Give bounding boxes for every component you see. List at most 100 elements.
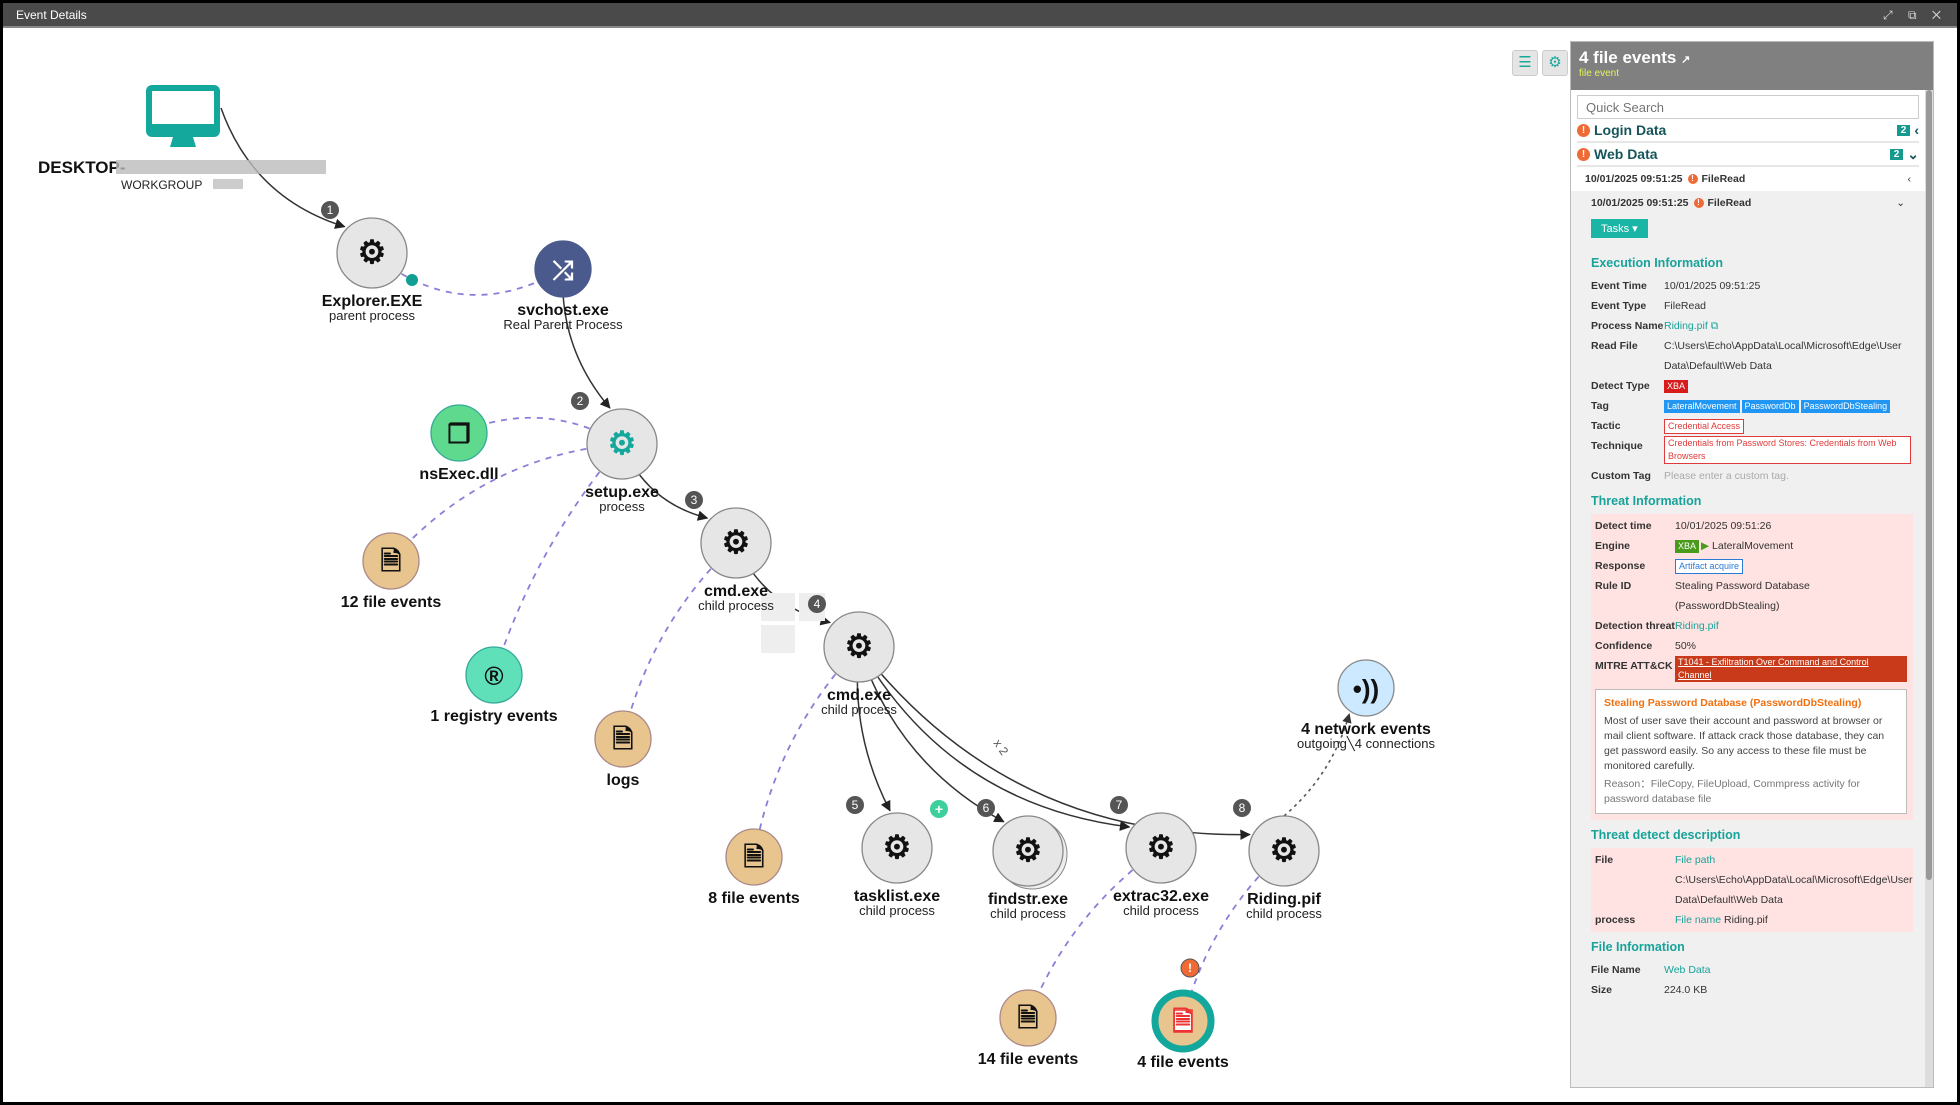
confidence-value: 50%	[1675, 640, 1697, 652]
file-info-heading: File Information	[1591, 940, 1685, 954]
node-file8[interactable]	[725, 828, 783, 886]
node-explorer[interactable]	[336, 217, 408, 289]
step-badge	[321, 201, 339, 219]
node-label: 14 file events	[978, 1051, 1079, 1068]
chevron-down-icon[interactable]: ⌄	[1896, 197, 1905, 209]
gear-icon: ⚙	[1548, 54, 1562, 71]
node-cmd1[interactable]	[700, 507, 772, 579]
rule-id-value: Stealing Password Database (PasswordDbSt…	[1675, 580, 1810, 612]
alert-glyph: !	[1188, 961, 1192, 975]
node-setup[interactable]	[586, 408, 658, 480]
edge-cmd2-riding	[858, 646, 1251, 840]
step-number: 6	[983, 801, 990, 815]
step-badge	[571, 392, 589, 410]
node-findstr[interactable]	[992, 815, 1064, 887]
edge-cmd2-file8	[753, 646, 860, 858]
engine-badge: XBA	[1675, 540, 1700, 553]
field-label: Tag	[1591, 400, 1609, 412]
step-badge	[977, 799, 995, 817]
node-file12[interactable]	[362, 532, 420, 590]
mitre-link[interactable]: T1041 - Exfiltration Over Command and Co…	[1675, 656, 1907, 682]
engine-value: LateralMovement	[1712, 540, 1794, 552]
response-badge: Artifact acquire	[1675, 559, 1744, 574]
file-path-label: File path	[1675, 854, 1716, 866]
node-label: Riding.pif	[1247, 891, 1321, 908]
detection-threat-link[interactable]: Riding.pif	[1675, 620, 1719, 632]
shuffle-icon: ⤮	[553, 255, 574, 285]
monitor-screen	[152, 91, 214, 124]
event-row[interactable]: 10/01/2025 09:51:25! FileRead ‹	[1577, 167, 1919, 191]
settings-button[interactable]: ⚙	[1542, 50, 1568, 76]
file-icon: 🗎	[1018, 1003, 1039, 1033]
external-link-icon[interactable]: ↗	[1681, 54, 1691, 66]
node-label: 12 file events	[341, 594, 442, 611]
file-name-value: Riding.pif	[1724, 914, 1768, 926]
node-tasklist[interactable]	[861, 812, 933, 884]
node-label: cmd.exe	[704, 583, 768, 600]
open-icon[interactable]: ⧉	[1710, 320, 1719, 332]
module-icon: ❒	[447, 419, 470, 449]
redacted-host	[116, 160, 326, 174]
node-extrac32[interactable]	[1125, 812, 1197, 884]
title-bar: Event Details ⤢ ⧉ ✕	[3, 3, 1957, 28]
panel-title: 4 file events	[1579, 48, 1677, 67]
file-path-value: C:\Users\Echo\AppData\Local\Microsoft\Ed…	[1675, 874, 1913, 906]
process-icon: ⚙	[722, 524, 751, 560]
field-label: Detect Type	[1591, 380, 1650, 392]
edge-host-explorer	[220, 107, 346, 229]
node-label: tasklist.exe	[854, 888, 940, 905]
status-dot	[406, 274, 418, 286]
event-row[interactable]: 10/01/2025 09:51:25! FileRead ⌄	[1591, 191, 1913, 215]
node-nsexec[interactable]	[430, 404, 488, 462]
group-web-data[interactable]: ! Web Data 2 ⌄	[1577, 143, 1919, 167]
warning-icon: !	[1577, 147, 1590, 161]
chevron-down-icon[interactable]: ⌄	[1907, 145, 1919, 162]
process-graph[interactable]: x 2 DESKTOP-WORKGROUP ⚙ Explorer.EXEparent …	[3, 30, 1563, 1102]
tactic-badge: Credential Access	[1664, 419, 1745, 434]
tag-badge: LateralMovement	[1664, 400, 1740, 413]
registry-icon: ®	[484, 661, 503, 691]
node-riding[interactable]	[1248, 815, 1320, 887]
node-sublabel: child process	[990, 906, 1066, 921]
node-label: svchost.exe	[517, 302, 609, 319]
node-label: 8 file events	[708, 890, 800, 907]
plus-icon[interactable]	[930, 800, 948, 818]
node-svchost[interactable]	[534, 240, 592, 298]
window-controls[interactable]: ⤢ ⧉ ✕	[1883, 8, 1947, 22]
host-name: DESKTOP-	[38, 158, 126, 177]
field-label: Size	[1591, 984, 1613, 996]
process-name-link[interactable]: Riding.pif	[1664, 320, 1708, 332]
field-label: Event Type	[1591, 300, 1647, 312]
field-label: Engine	[1595, 540, 1631, 552]
chevron-left-icon[interactable]: ‹	[1907, 173, 1912, 185]
node-file14[interactable]	[999, 989, 1057, 1047]
process-icon: ⚙	[1147, 829, 1176, 865]
tag-badge: PasswordDb	[1741, 400, 1799, 413]
file-size-value: 224.0 KB	[1664, 984, 1708, 996]
node-label: 4 file events	[1137, 1054, 1229, 1071]
group-login-data[interactable]: ! Login Data 2 ‹	[1577, 119, 1919, 143]
panel-scrollbar[interactable]	[1925, 90, 1933, 1087]
node-logs[interactable]	[594, 710, 652, 768]
field-label: MITRE ATT&CK	[1595, 660, 1673, 672]
custom-tag-input[interactable]: Please enter a custom tag.	[1664, 470, 1789, 482]
step-number: 8	[1239, 801, 1246, 815]
node-sublabel: Real Parent Process	[503, 317, 623, 332]
node-cmd2[interactable]	[823, 611, 895, 683]
rule-description-text: Most of user save their account and pass…	[1604, 715, 1885, 772]
chevron-left-icon[interactable]: ‹	[1914, 122, 1919, 138]
node-sublabel: child process	[821, 702, 897, 717]
quick-search-input[interactable]	[1577, 95, 1919, 119]
step-badge	[1110, 796, 1128, 814]
node-label: cmd.exe	[827, 687, 891, 704]
node-reg1[interactable]	[465, 646, 523, 704]
panel-subtitle: file event	[1579, 68, 1620, 79]
rule-description-title: Stealing Password Database (PasswordDbSt…	[1604, 697, 1862, 709]
edge-cmd2-extrac32	[858, 646, 1131, 831]
process-icon: ⚙	[608, 425, 637, 461]
file-name-link[interactable]: Web Data	[1664, 964, 1711, 976]
node-net4[interactable]	[1337, 659, 1395, 717]
process-icon: ⚙	[1014, 832, 1043, 868]
list-view-button[interactable]: ☰	[1512, 50, 1538, 76]
tasks-dropdown[interactable]: Tasks ▾	[1591, 219, 1648, 238]
